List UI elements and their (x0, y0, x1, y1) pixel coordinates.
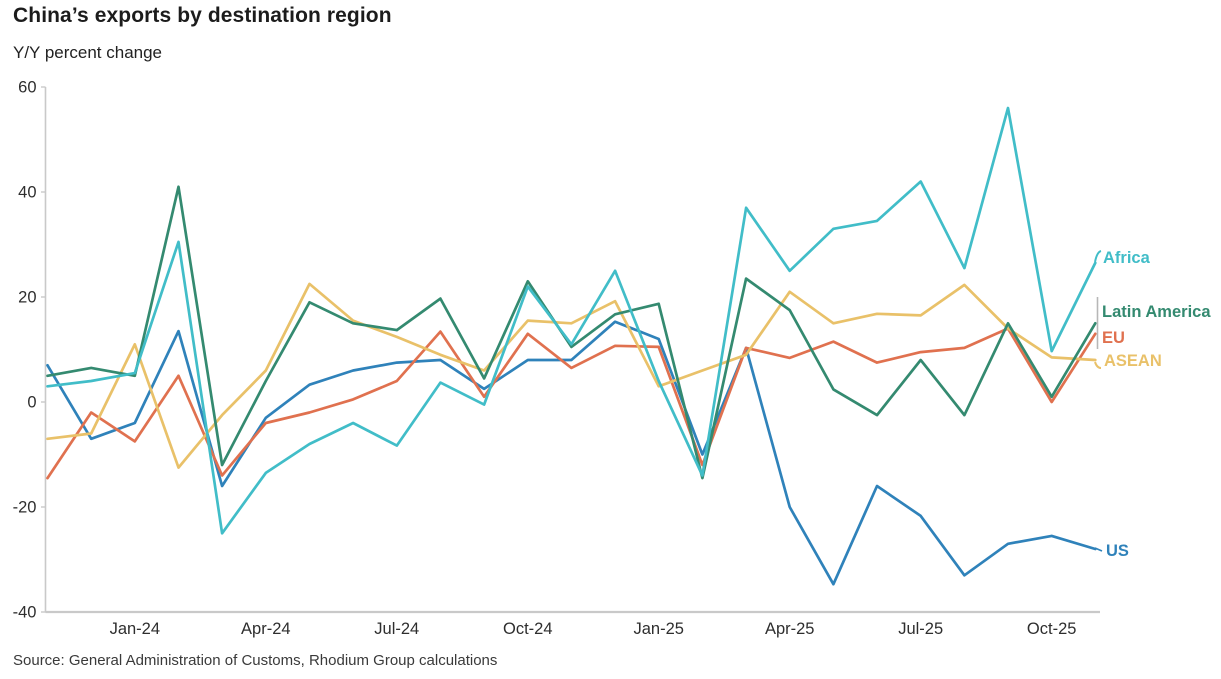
africa-leader-line (1094, 250, 1102, 263)
y-axis-tick-label: 60 (18, 79, 36, 97)
series-line-africa (46, 106, 1097, 535)
legend-label-latin-america: Latin America (1102, 303, 1211, 321)
chart-subtitle: Y/Y percent change (13, 43, 163, 62)
y-axis-tick-label: 40 (18, 184, 36, 202)
x-axis-tick-label: Jul-25 (898, 620, 943, 638)
x-axis-tick-label: Oct-24 (503, 620, 553, 638)
x-axis-tick-label: Apr-25 (765, 620, 815, 638)
x-axis-tick-label: Jan-25 (634, 620, 684, 638)
series-line-us (46, 320, 1097, 586)
x-axis-tick-label: Oct-25 (1027, 620, 1077, 638)
chart-title: China’s exports by destination region (13, 4, 392, 27)
y-axis-tick-label: 0 (27, 394, 36, 412)
x-axis-tick-label: Jul-24 (374, 620, 419, 638)
legend-label-us: US (1106, 542, 1129, 560)
legend-label-asean: ASEAN (1104, 352, 1162, 370)
series-line-latin-america (46, 185, 1097, 480)
series-line-asean (46, 282, 1097, 469)
legend-label-africa: Africa (1103, 249, 1151, 267)
series-line-eu (46, 327, 1097, 480)
y-axis-tick-label: -40 (13, 604, 37, 622)
y-axis-tick-label: -20 (13, 499, 37, 517)
x-axis-tick-label: Jan-24 (110, 620, 160, 638)
x-axis-tick-label: Apr-24 (241, 620, 291, 638)
asean-leader-line (1094, 361, 1102, 369)
y-axis-tick-label: 20 (18, 289, 36, 307)
us-leader-line (1094, 547, 1103, 552)
legend-label-eu: EU (1102, 329, 1125, 347)
source-note: Source: General Administration of Custom… (13, 652, 498, 669)
